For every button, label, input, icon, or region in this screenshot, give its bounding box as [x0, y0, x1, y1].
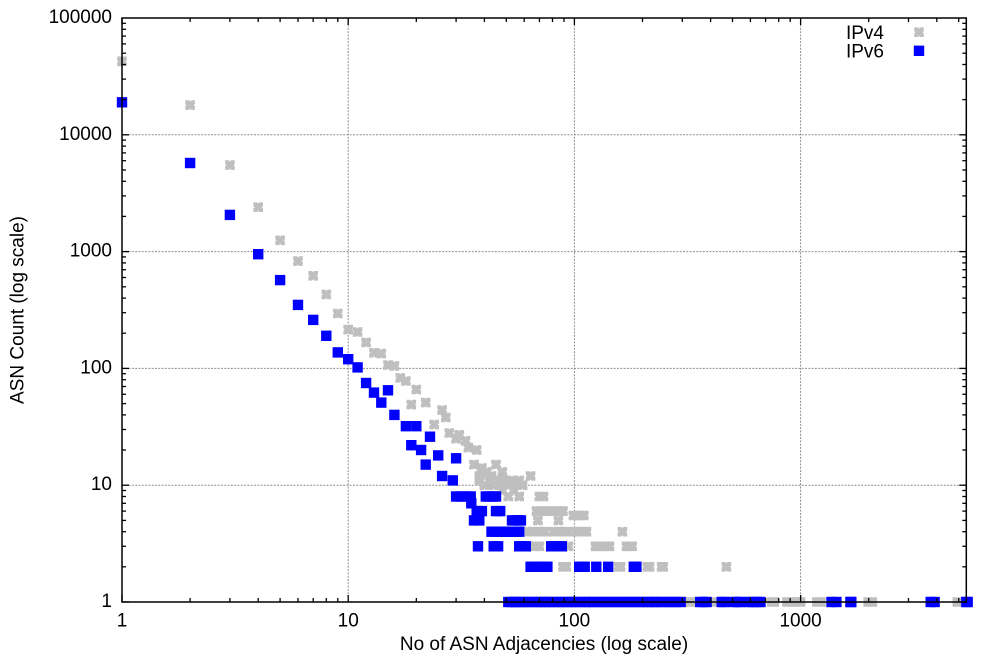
svg-text:IPv4: IPv4: [846, 23, 884, 44]
svg-text:10: 10: [338, 611, 359, 632]
svg-text:No of ASN Adjacencies (log sca: No of ASN Adjacencies (log scale): [400, 634, 688, 655]
svg-text:100: 100: [559, 611, 591, 632]
svg-text:IPv6: IPv6: [846, 41, 884, 62]
svg-text:1: 1: [117, 611, 128, 632]
svg-text:1000: 1000: [779, 611, 821, 632]
svg-text:100: 100: [80, 357, 112, 378]
svg-text:10: 10: [91, 474, 112, 495]
svg-text:1: 1: [101, 591, 112, 612]
svg-text:ASN Count (log scale): ASN Count (log scale): [8, 216, 29, 404]
svg-text:10000: 10000: [59, 124, 112, 145]
svg-text:100000: 100000: [49, 7, 112, 28]
svg-text:1000: 1000: [70, 241, 112, 262]
